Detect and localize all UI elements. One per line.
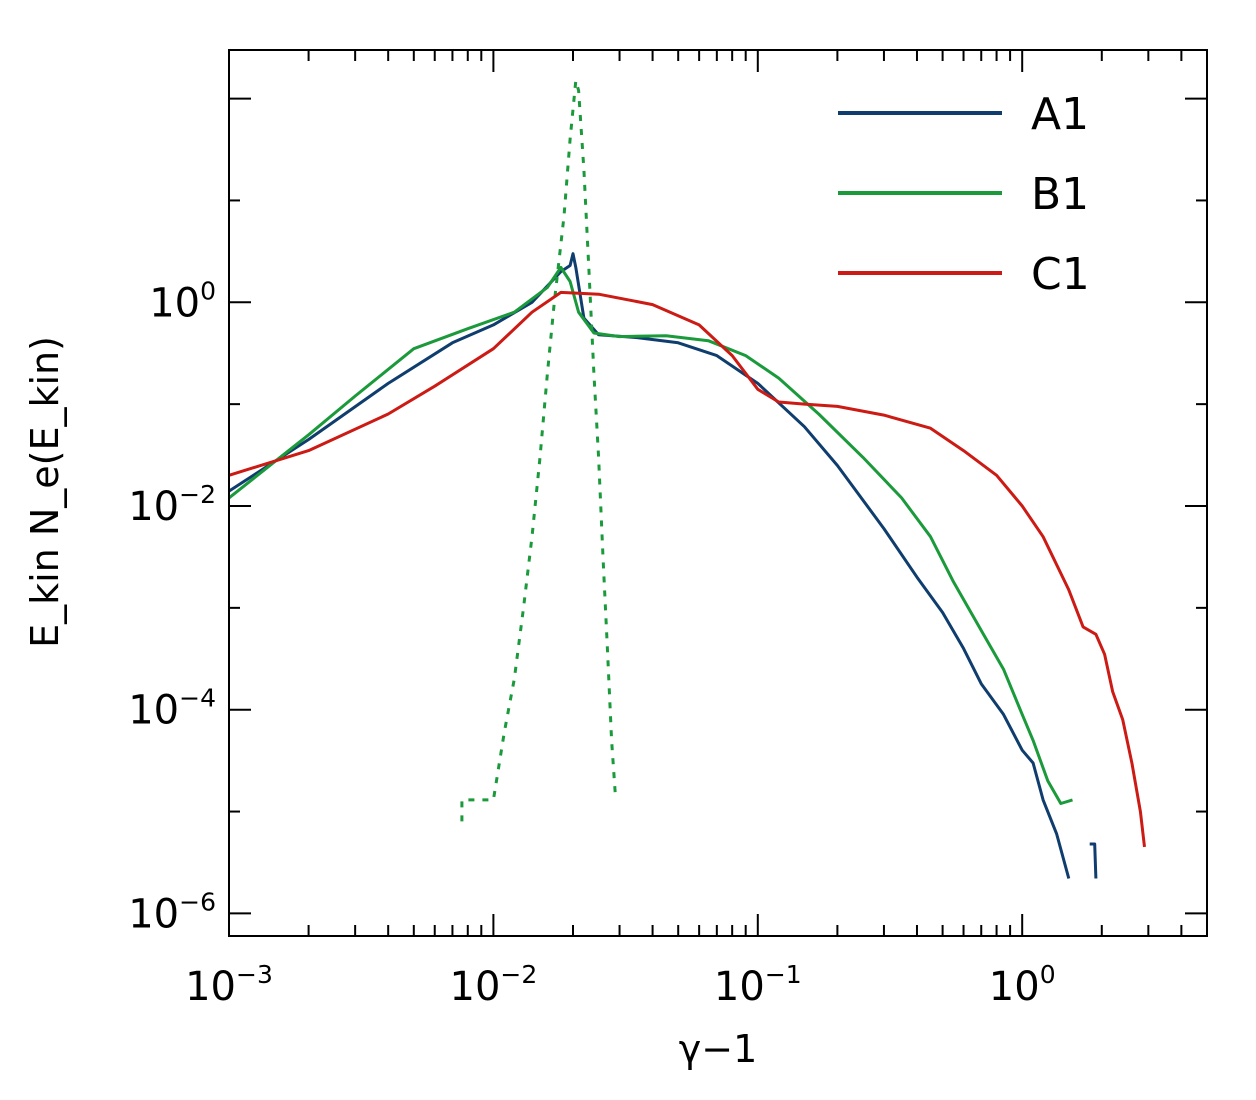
legend-label-a1: A1: [1031, 89, 1089, 140]
y-tick-label: 10−4: [128, 684, 216, 734]
x-tick-label: 10−2: [450, 960, 538, 1010]
legend-label-c1: C1: [1031, 249, 1090, 300]
series-line-a1: [228, 252, 1071, 879]
series-layer: [228, 79, 1146, 879]
series-line-b1-initial: [460, 79, 618, 822]
x-tick-label: 10−1: [714, 960, 802, 1010]
ticks-layer: [228, 50, 1208, 936]
x-tick-label: 10−3: [185, 960, 273, 1010]
y-axis-title: E_kin N_e(E_kin): [23, 336, 67, 648]
legend: A1 B1 C1: [838, 89, 1090, 300]
y-tick-label: 10−6: [128, 887, 216, 937]
series-line-b1: [228, 265, 1073, 805]
x-tick-label: 100: [989, 960, 1056, 1010]
y-tick-label: 10−2: [128, 480, 216, 530]
legend-label-b1: B1: [1031, 169, 1089, 220]
series-line-a1-tail: [1089, 842, 1098, 879]
plot-frame: [228, 49, 1208, 937]
series-line-c1: [228, 290, 1146, 848]
x-axis-title: γ−1: [679, 1027, 758, 1071]
labels-layer: 10−3 10−2 10−1 100 100 10−2 10−4 10−6: [128, 276, 1055, 1010]
y-tick-label: 100: [149, 276, 216, 326]
